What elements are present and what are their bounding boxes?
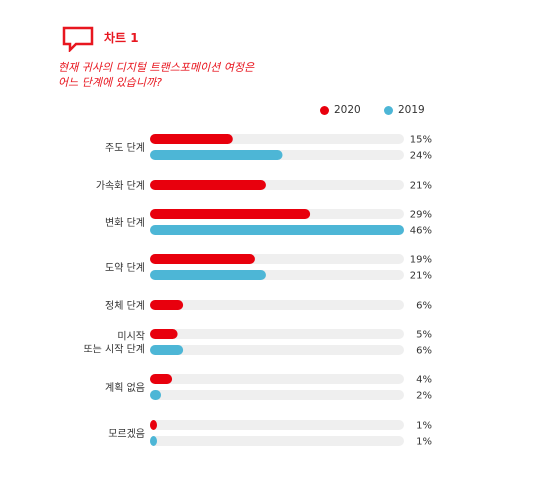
bar-track <box>150 374 404 384</box>
bar-2020 <box>150 180 266 190</box>
value-label-2020: 5% <box>416 330 432 341</box>
category-label: 가속화 단계 <box>96 180 145 192</box>
question-line-1: 현재 귀사의 디지털 트랜스포메이션 여정은 <box>58 61 255 74</box>
bar-2019 <box>150 270 266 280</box>
bar-2019 <box>150 345 184 355</box>
chart-number-label: 차트 1 <box>104 31 139 45</box>
category-label: 변화 단계 <box>105 217 145 229</box>
bar-2020 <box>150 329 178 339</box>
bar-track <box>150 300 404 310</box>
question-line-2: 어느 단계에 있습니까? <box>58 76 162 89</box>
value-label-2020: 29% <box>410 210 432 221</box>
legend-dot-2019 <box>384 105 393 115</box>
bar-2020 <box>150 209 311 219</box>
bar-track <box>150 329 404 339</box>
legend-item-2019: 2019 <box>384 104 425 116</box>
bar-2020 <box>150 134 233 144</box>
bar-2020 <box>150 254 255 264</box>
legend-dot-2020 <box>320 105 329 115</box>
category-label: 정체 단계 <box>105 300 145 312</box>
category-label: 모르겠음 <box>108 428 145 440</box>
bar-2020 <box>150 300 184 310</box>
value-label-2020: 19% <box>410 255 432 266</box>
value-label-2019: 21% <box>410 271 432 282</box>
value-label-2020: 21% <box>410 181 432 192</box>
bar-track <box>150 345 404 355</box>
bar-track <box>150 390 404 400</box>
bar-track <box>150 436 404 446</box>
value-label-2019: 1% <box>416 437 432 448</box>
legend-item-2020: 2020 <box>320 104 361 116</box>
category-label: 또는 시작 단계 <box>83 344 145 356</box>
chart-question: 현재 귀사의 디지털 트랜스포메이션 여정은 어느 단계에 있습니까? <box>58 60 378 90</box>
legend-label-2019: 2019 <box>398 104 425 116</box>
value-label-2020: 1% <box>416 421 432 432</box>
value-label-2020: 6% <box>416 301 432 312</box>
value-label-2019: 46% <box>410 226 432 237</box>
chat-bubble-icon <box>62 26 94 52</box>
value-label-2020: 15% <box>410 135 432 146</box>
value-label-2020: 4% <box>416 375 432 386</box>
bar-2020 <box>150 374 173 384</box>
category-label: 미시작 <box>117 331 145 343</box>
bar-2019 <box>150 225 404 235</box>
category-label: 계획 없음 <box>105 381 145 394</box>
value-label-2019: 6% <box>416 346 432 357</box>
bar-track <box>150 420 404 430</box>
category-label: 도약 단계 <box>105 262 145 274</box>
category-label: 주도 단계 <box>105 142 145 154</box>
legend-label-2020: 2020 <box>334 104 361 116</box>
value-label-2019: 24% <box>410 151 432 162</box>
bar-2019 <box>150 436 157 446</box>
bar-2019 <box>150 390 162 400</box>
bar-2020 <box>150 420 157 430</box>
bar-2019 <box>150 150 283 160</box>
value-label-2019: 2% <box>416 391 432 402</box>
